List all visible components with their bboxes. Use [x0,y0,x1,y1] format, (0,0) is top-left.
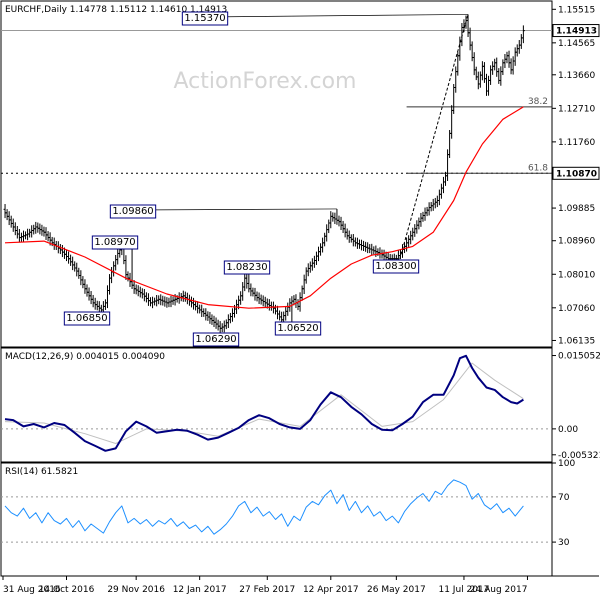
swing-label-box [181,11,229,26]
y-tick-label: 1.08960 [558,237,595,247]
y-tick-label: -0.005321 [558,451,600,461]
y-tick-label: 70 [558,493,570,503]
swing-label-box [372,259,420,274]
trend-line [397,14,469,265]
swing-label-box [192,332,240,347]
current-price-tag-box [552,24,600,38]
x-tick-label: 12 Apr 2017 [303,585,359,595]
macd-signal-line [4,362,524,444]
swing-label: 1.06520 [277,323,318,334]
panel-title: EURCHF,Daily 1.14778 1.15112 1.14610 1.1… [5,5,227,15]
x-tick-label: 27 Feb 2017 [239,585,295,595]
support-level-tag: 1.10870 [556,169,597,179]
swing-label: 1.08970 [94,237,135,248]
y-tick-label: 1.07060 [558,304,595,314]
fibonacci-level-label: 38.2 [528,97,548,107]
y-tick-label: 1.08010 [558,270,595,280]
x-tick-label: 29 Nov 2016 [107,585,165,595]
x-tick-label: 26 May 2017 [367,585,426,595]
swing-label-leader [132,208,337,211]
swing-label: 1.06290 [195,334,236,345]
guide-lines [1,14,552,543]
swing-label: 1.09860 [112,206,153,217]
fibonacci-level-label: 61.8 [528,163,548,173]
y-tick-label: 30 [558,538,570,548]
macd-line [4,354,524,452]
data-series [3,14,525,535]
swing-label-box [109,204,157,219]
panel-frames [0,0,599,580]
swing-label: 1.08230 [226,262,267,273]
rsi-line [4,479,524,535]
watermark: ActionForex.com [174,69,357,94]
y-tick-label: 1.09885 [558,204,595,214]
swing-label: 1.15370 [184,13,225,24]
panel-frame-1 [0,347,553,463]
y-tick-label: 1.14565 [558,39,595,49]
swing-label-box [91,235,139,250]
moving-average-line [4,106,524,309]
text-marks: EURCHF,Daily 1.14778 1.15112 1.14610 1.1… [3,5,600,595]
y-tick-label: 1.13660 [558,71,595,81]
swing-label-box [223,260,271,275]
y-tick-label: 1.12710 [558,104,595,114]
swing-label-leader [204,14,469,18]
x-tick-label: 24 Aug 2017 [470,585,528,595]
y-tick-label: 0.015052 [558,352,600,362]
x-tick-label: 14 Oct 2016 [39,585,95,595]
swing-label: 1.06850 [66,313,107,324]
y-tick-label: 1.15515 [558,5,595,15]
y-tick-label: 0.00 [558,425,578,435]
x-tick-label: 31 Aug 2016 [3,585,61,595]
y-tick-label: 1.11760 [558,138,595,148]
support-level-tag-box [552,166,600,180]
swing-label-box [63,311,111,326]
x-tick-label: 12 Jan 2017 [173,585,227,595]
panel-frame-0 [0,0,553,348]
x-tick-label: 11 Jul 2017 [438,585,489,595]
panel-title: MACD(12,26,9) 0.004015 0.004090 [5,352,165,362]
panel-title: RSI(14) 61.5821 [5,467,78,477]
y-tick-label: 100 [558,459,575,469]
current-price-tag: 1.14913 [556,27,597,37]
swing-label-box [274,321,322,336]
y-tick-label: 1.06135 [558,336,595,346]
swing-label: 1.08300 [375,261,416,272]
